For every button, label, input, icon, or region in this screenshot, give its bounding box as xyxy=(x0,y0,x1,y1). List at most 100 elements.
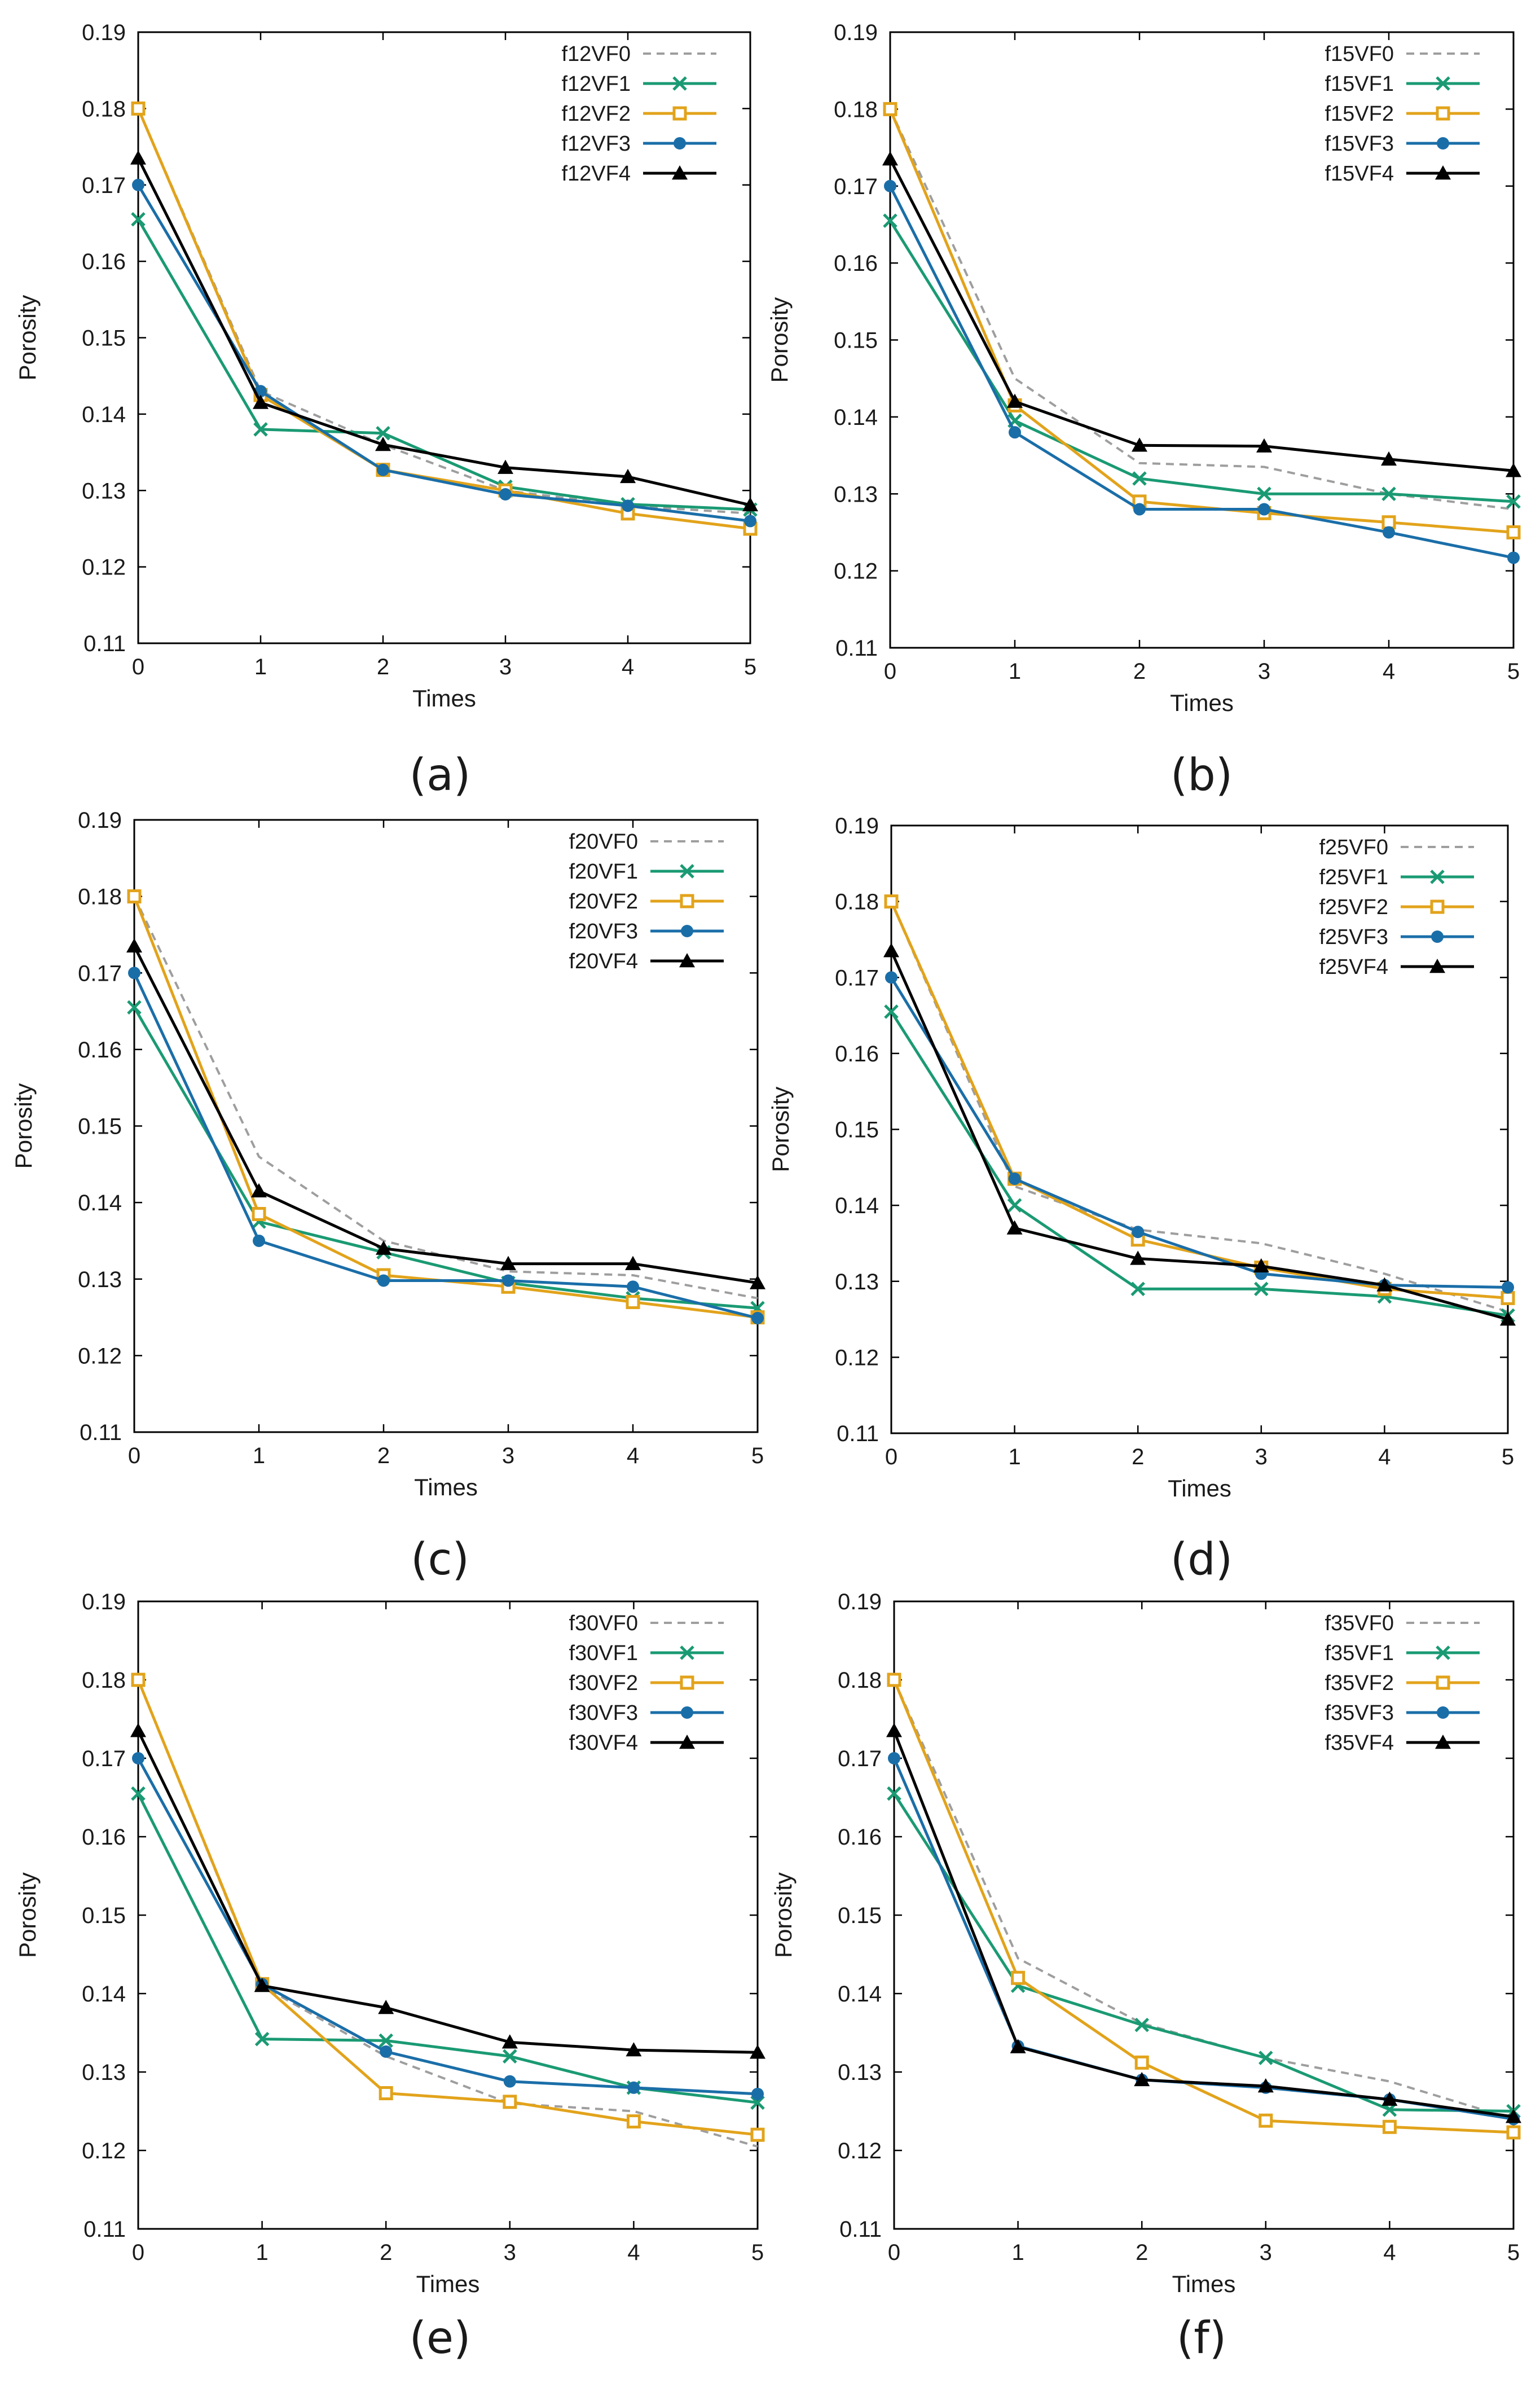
point-marker xyxy=(627,2081,640,2094)
series-f12VF4 xyxy=(130,150,758,512)
panel-label: (a) xyxy=(410,750,471,801)
y-tick-label: 0.14 xyxy=(82,402,126,427)
point-marker xyxy=(887,1786,901,1801)
point-marker xyxy=(1134,2055,1149,2070)
point-marker xyxy=(885,971,897,984)
x-tick-label: 0 xyxy=(885,1445,897,1469)
y-tick-label: 0.18 xyxy=(838,1668,882,1693)
legend-label: f25VF0 xyxy=(1319,836,1388,859)
point-marker xyxy=(1430,870,1445,884)
series-f15VF3 xyxy=(884,179,1520,564)
series-f12VF3 xyxy=(132,178,756,528)
point-marker xyxy=(884,1004,899,1019)
point-marker xyxy=(681,1706,693,1719)
point-marker xyxy=(626,2114,641,2129)
x-tick-label: 0 xyxy=(888,2240,900,2265)
series-line xyxy=(137,1679,758,2136)
series-f15VF1 xyxy=(883,213,1521,509)
legend: f15VF0 f15VF1 f15VF2 f15VF3 f15VF4 xyxy=(1325,42,1480,186)
point-marker xyxy=(1500,1311,1516,1326)
point-marker xyxy=(128,967,140,980)
point-marker xyxy=(1502,1281,1514,1294)
point-marker xyxy=(744,515,756,528)
y-tick-label: 0.17 xyxy=(82,1746,126,1771)
series-line xyxy=(133,972,758,1320)
x-axis-label: Times xyxy=(1170,690,1234,716)
y-axis-label: Porosity xyxy=(770,1872,797,1958)
y-tick-label: 0.13 xyxy=(834,482,878,507)
point-marker xyxy=(1431,930,1444,943)
series-line xyxy=(137,184,751,523)
point-marker xyxy=(503,2049,517,2064)
y-tick-label: 0.16 xyxy=(838,1825,882,1850)
y-tick-label: 0.16 xyxy=(835,1042,879,1066)
point-marker xyxy=(1436,76,1450,91)
series-f25VF2 xyxy=(884,894,1515,1305)
x-tick-label: 3 xyxy=(504,2240,516,2265)
point-marker xyxy=(1382,2119,1397,2134)
x-tick-label: 0 xyxy=(128,1443,140,1468)
point-marker xyxy=(500,1256,516,1270)
x-tick-label: 4 xyxy=(1378,1445,1391,1469)
y-tick-label: 0.11 xyxy=(83,2217,126,2242)
point-marker xyxy=(131,212,146,227)
x-tick-label: 5 xyxy=(744,655,756,679)
y-tick-label: 0.16 xyxy=(82,1825,126,1850)
y-tick-label: 0.13 xyxy=(82,2060,126,2085)
legend-label: f30VF0 xyxy=(569,1612,638,1635)
y-tick-label: 0.18 xyxy=(82,1668,126,1693)
y-tick-label: 0.12 xyxy=(835,1345,879,1370)
x-tick-label: 0 xyxy=(132,655,144,679)
legend: f12VF0 f12VF1 f12VF2 f12VF3 f12VF4 xyxy=(561,42,716,186)
y-tick-label: 0.11 xyxy=(835,636,878,661)
point-marker xyxy=(1134,2071,1150,2087)
x-axis-label: Times xyxy=(416,2271,480,2297)
y-tick-label: 0.19 xyxy=(835,814,879,839)
legend-label: f15VF3 xyxy=(1325,132,1394,156)
x-tick-label: 4 xyxy=(622,655,634,679)
x-tick-label: 0 xyxy=(132,2240,144,2265)
series-f12VF1 xyxy=(131,212,758,517)
point-marker xyxy=(501,2034,518,2049)
y-tick-label: 0.16 xyxy=(78,1038,122,1063)
point-marker xyxy=(1506,2125,1521,2140)
y-axis-label: Porosity xyxy=(14,1872,41,1958)
x-tick-label: 1 xyxy=(256,2240,268,2265)
point-marker xyxy=(883,102,897,116)
point-marker xyxy=(377,1274,390,1287)
point-marker xyxy=(1254,1281,1269,1296)
legend-label: f15VF0 xyxy=(1325,42,1394,66)
point-marker xyxy=(126,938,142,952)
x-tick-label: 2 xyxy=(380,2240,392,2265)
y-tick-label: 0.15 xyxy=(835,1118,879,1143)
point-marker xyxy=(253,422,268,437)
point-marker xyxy=(1132,471,1147,486)
x-tick-label: 3 xyxy=(1260,2240,1272,2265)
series-f15VF4 xyxy=(882,151,1521,477)
point-marker xyxy=(1430,899,1445,914)
point-marker xyxy=(127,1000,142,1015)
x-axis-label: Times xyxy=(414,1474,478,1500)
point-marker xyxy=(1130,1250,1146,1265)
point-marker xyxy=(132,178,144,191)
x-tick-label: 2 xyxy=(1132,1445,1144,1469)
point-marker xyxy=(379,2086,393,2101)
x-axis-label: Times xyxy=(1172,2271,1236,2297)
x-tick-label: 3 xyxy=(1258,659,1270,684)
y-tick-label: 0.15 xyxy=(82,326,126,351)
point-marker xyxy=(622,499,634,512)
x-tick-label: 0 xyxy=(884,659,896,684)
point-marker xyxy=(1437,1706,1449,1719)
point-marker xyxy=(1381,2091,1398,2106)
legend: f25VF0 f25VF1 f25VF2 f25VF3 f25VF4 xyxy=(1319,836,1474,979)
legend-label: f15VF2 xyxy=(1325,102,1394,126)
legend-label: f20VF0 xyxy=(569,830,638,854)
point-marker xyxy=(1381,451,1397,466)
y-tick-label: 0.12 xyxy=(834,559,878,584)
legend-label: f35VF2 xyxy=(1325,1671,1394,1695)
chart-panel-3: 0.11 0.12 0.13 0.14 0.15 0.16 0.17 0.18 0.19 0 1 2 3… xyxy=(10,808,765,1585)
point-marker xyxy=(620,468,636,484)
point-marker xyxy=(672,76,687,91)
x-tick-label: 4 xyxy=(1383,2240,1396,2265)
chart-panel-1: 0.11 0.12 0.13 0.14 0.15 0.16 0.17 0.18 0.19 0 1 2 3… xyxy=(14,20,758,801)
